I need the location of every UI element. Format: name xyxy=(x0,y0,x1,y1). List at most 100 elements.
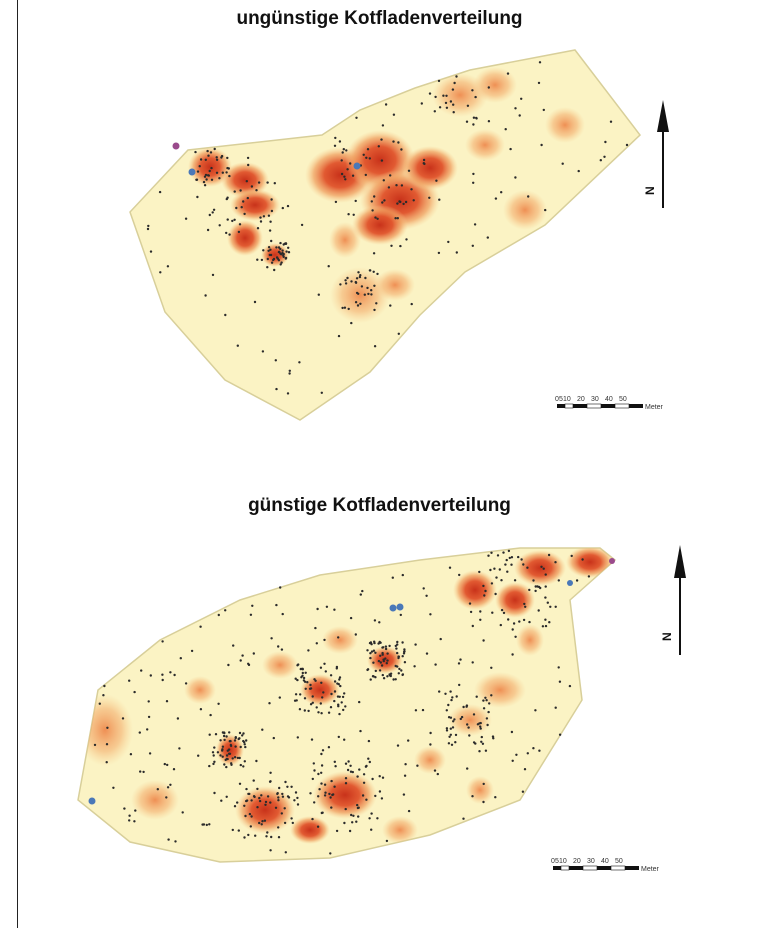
dung-pat-point xyxy=(452,103,455,106)
dung-pat-point xyxy=(374,651,377,654)
dung-pat-point xyxy=(433,110,436,113)
dung-pat-point xyxy=(329,674,333,677)
dung-pat-point xyxy=(325,605,329,608)
dung-pat-point xyxy=(311,777,314,781)
dung-pat-point xyxy=(401,673,405,676)
dung-pat-point xyxy=(208,733,211,736)
dung-pat-point xyxy=(286,204,290,208)
dung-pat-point xyxy=(267,249,270,252)
dung-pat-point xyxy=(266,266,269,269)
dung-pat-point xyxy=(360,285,364,288)
dung-pat-point xyxy=(350,280,353,283)
dung-pat-point xyxy=(278,696,281,699)
dung-pat-point xyxy=(93,743,97,747)
dung-pat-point xyxy=(215,171,219,174)
dung-pat-point xyxy=(269,248,272,251)
dung-pat-point xyxy=(322,691,325,694)
dung-pat-point xyxy=(465,705,468,708)
dung-pat-point xyxy=(373,345,377,348)
dung-pat-point xyxy=(484,749,488,752)
dung-pat-point xyxy=(337,636,340,639)
water-trough-marker xyxy=(88,797,96,805)
dung-pat-point xyxy=(527,195,530,198)
dung-pat-point xyxy=(351,821,354,824)
dung-pat-point xyxy=(515,753,518,756)
dung-pat-point xyxy=(561,162,564,165)
dung-pat-point xyxy=(414,643,417,646)
dung-pat-point xyxy=(509,147,512,151)
dung-pat-point xyxy=(262,215,266,218)
dung-pat-point xyxy=(532,747,535,750)
dung-pat-point xyxy=(265,835,268,838)
dung-pat-point xyxy=(344,782,348,785)
dung-pat-point xyxy=(219,754,222,757)
dung-pat-point xyxy=(380,664,384,667)
dung-pat-point xyxy=(368,157,371,160)
dung-pat-point xyxy=(225,231,228,235)
figure-frame xyxy=(17,0,758,928)
dung-pat-point xyxy=(439,637,442,641)
dung-pat-point xyxy=(388,644,391,648)
dung-pat-point xyxy=(307,709,310,713)
dung-pat-point xyxy=(538,61,542,64)
dung-pat-point xyxy=(518,620,521,623)
dung-pat-point xyxy=(505,558,508,562)
dung-pat-point xyxy=(269,849,272,852)
dung-pat-point xyxy=(296,678,299,682)
dung-pat-point xyxy=(297,663,300,666)
dung-pat-point xyxy=(511,653,514,656)
dung-pat-point xyxy=(373,195,376,198)
dung-pat-point xyxy=(169,671,172,674)
dung-pat-point xyxy=(279,263,282,266)
dung-pat-point xyxy=(226,218,229,221)
dung-pat-point xyxy=(502,611,506,615)
dung-pat-point xyxy=(447,742,451,745)
dung-pat-point xyxy=(338,695,341,698)
dung-pat-point xyxy=(364,276,367,280)
dung-pat-point xyxy=(453,718,456,721)
dung-pat-point xyxy=(316,825,320,828)
dung-pat-point xyxy=(511,759,514,762)
dung-pat-point xyxy=(270,239,273,243)
dung-pat-point xyxy=(434,95,437,99)
dung-pat-point xyxy=(324,791,327,794)
dung-pat-point xyxy=(319,702,322,705)
dung-pat-point xyxy=(238,223,242,226)
dung-pat-point xyxy=(335,667,338,670)
dung-pat-point xyxy=(494,197,498,200)
dung-pat-point xyxy=(166,763,169,767)
dung-pat-point xyxy=(204,173,208,177)
scale-unit: Meter xyxy=(641,866,660,873)
dung-pat-point xyxy=(323,794,327,797)
gate-marker xyxy=(172,142,180,150)
dung-pat-point xyxy=(486,723,489,727)
dung-pat-point xyxy=(269,801,272,804)
dung-pat-point xyxy=(225,795,228,798)
dung-pat-point xyxy=(213,760,216,763)
dung-pat-point xyxy=(239,745,242,749)
dung-pat-point xyxy=(268,702,271,705)
dung-pat-point xyxy=(242,200,245,203)
dung-pat-point xyxy=(290,785,293,788)
dung-pat-point xyxy=(206,174,210,177)
dung-pat-point xyxy=(294,693,298,696)
dung-pat-point xyxy=(273,182,276,185)
dung-pat-point xyxy=(218,177,221,180)
dung-pat-point xyxy=(370,828,373,831)
north-arrow: N xyxy=(660,545,686,655)
dung-pat-point xyxy=(458,683,461,687)
density-hotspots xyxy=(78,548,614,844)
dung-pat-point xyxy=(487,554,490,557)
dung-pat-point xyxy=(599,159,602,162)
dung-pat-point xyxy=(208,823,211,826)
dung-pat-point xyxy=(523,602,526,606)
dung-pat-point xyxy=(412,199,415,202)
dung-pat-point xyxy=(351,770,354,774)
dung-pat-point xyxy=(445,106,449,110)
dung-pat-point xyxy=(307,649,310,652)
dung-pat-point xyxy=(399,200,402,204)
dung-pat-point xyxy=(123,807,126,810)
dung-pat-point xyxy=(334,200,338,204)
dung-pat-point xyxy=(338,676,342,679)
dung-pat-point xyxy=(374,676,377,679)
